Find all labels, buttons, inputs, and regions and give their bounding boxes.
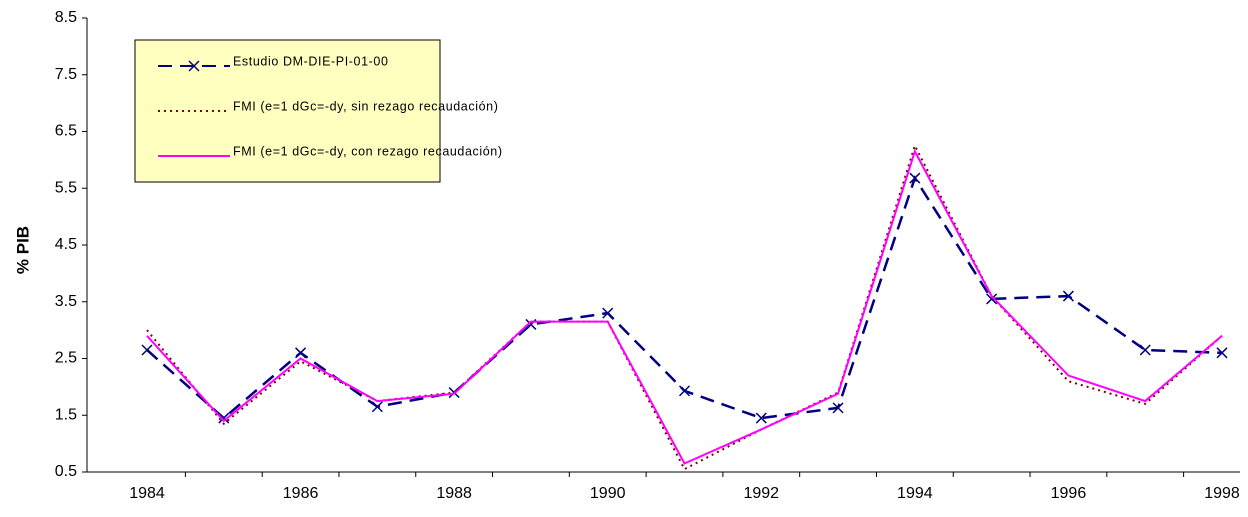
legend: Estudio DM-DIE-PI-01-00 FMI (e=1 dGc=-dy,… xyxy=(134,39,503,183)
marker xyxy=(218,412,230,424)
y-tick-label: 2.5 xyxy=(55,350,77,367)
marker xyxy=(141,344,153,356)
marker xyxy=(1062,290,1074,302)
y-tick-label: 1.5 xyxy=(55,406,77,423)
y-tick-label: 4.5 xyxy=(55,236,77,253)
legend-label: FMI (e=1 dGc=-dy, con rezago recaudación… xyxy=(233,144,503,158)
x-tick-label: 1990 xyxy=(590,485,626,502)
y-tick-label: 5.5 xyxy=(55,179,77,196)
y-tick-label: 8.5 xyxy=(55,9,77,26)
x-tick-label: 1986 xyxy=(283,485,319,502)
y-axis-label: % PIB xyxy=(13,226,32,274)
legend-box xyxy=(134,39,441,183)
x-tick-label: 1994 xyxy=(897,485,933,502)
marker xyxy=(1139,344,1151,356)
y-tick-label: 3.5 xyxy=(55,293,77,310)
legend-marker xyxy=(188,60,200,72)
marker xyxy=(678,385,691,397)
y-tick-label: 6.5 xyxy=(55,123,77,140)
legend-label: FMI (e=1 dGc=-dy, sin rezago recaudación… xyxy=(233,99,498,113)
series-line xyxy=(146,143,1223,471)
marker xyxy=(295,347,307,359)
x-tick-label: 1984 xyxy=(129,485,165,502)
x-tick-label: 1996 xyxy=(1051,485,1087,502)
x-tick-label: 1998 xyxy=(1204,485,1240,502)
x-tick-label: 1992 xyxy=(743,485,779,502)
marker xyxy=(755,412,767,424)
marker xyxy=(1216,347,1228,359)
marker xyxy=(832,402,844,414)
marker xyxy=(986,293,998,305)
marker xyxy=(371,401,383,413)
x-tick-label: 1988 xyxy=(436,485,472,502)
marker xyxy=(602,307,614,319)
y-tick-label: 7.5 xyxy=(55,66,77,83)
series-line xyxy=(146,175,1223,420)
marker xyxy=(909,172,921,184)
series-line xyxy=(146,148,1223,465)
y-tick-label: 0.5 xyxy=(55,463,77,480)
legend-label: Estudio DM-DIE-PI-01-00 xyxy=(233,54,389,68)
